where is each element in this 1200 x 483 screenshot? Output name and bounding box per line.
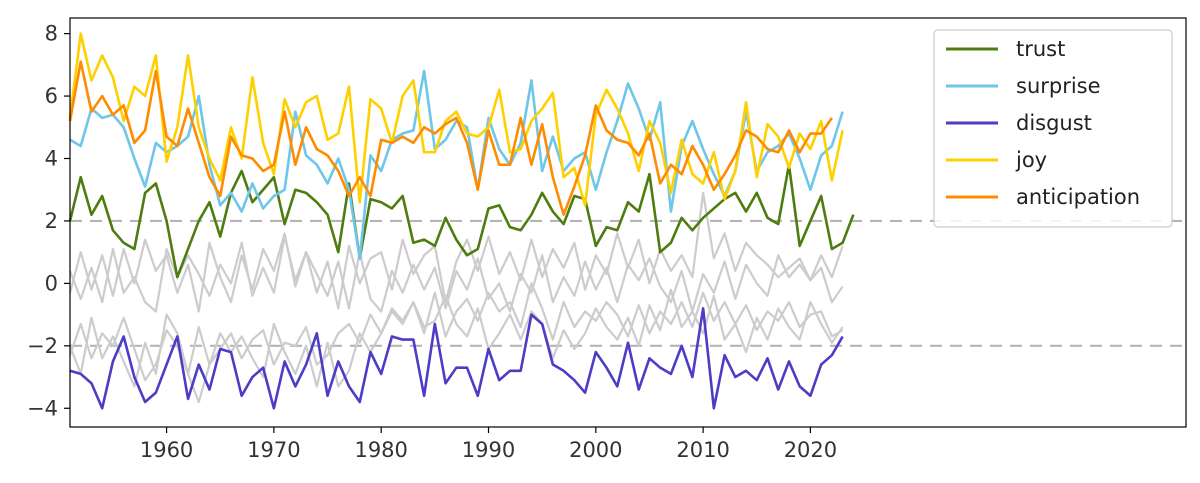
- series-lines: [68, 32, 855, 410]
- x-tick-label: 2010: [676, 438, 729, 462]
- x-tick-label: 1980: [354, 438, 407, 462]
- y-tick-label: 2: [45, 209, 58, 233]
- series-line-joy: [68, 32, 844, 207]
- x-tick-label: 1960: [140, 438, 193, 462]
- series-line-trust: [68, 163, 855, 279]
- background-series-line-8: [68, 232, 844, 313]
- axes: −4 −2 0 2 4 6 8 1960 1970 1980 1990 2000 2010 2020: [27, 22, 837, 462]
- reference-lines: [70, 219, 1186, 347]
- x-tick-label: 2000: [569, 438, 622, 462]
- plot-frame: [69, 17, 1187, 428]
- background-series-line-6: [68, 282, 844, 382]
- legend-box: [933, 29, 1173, 228]
- y-tick-label: 6: [45, 84, 58, 108]
- y-tick-label: −4: [27, 396, 58, 420]
- legend-label-anticipation: anticipation: [1016, 185, 1140, 209]
- y-tick-label: 4: [45, 146, 58, 170]
- series-line-surprise: [69, 69, 844, 260]
- x-tick-label: 2020: [784, 438, 837, 462]
- legend-label-surprise: surprise: [1016, 74, 1101, 98]
- series-line-disgust: [69, 307, 844, 410]
- x-tick-label: 1990: [462, 438, 515, 462]
- legend-label-disgust: disgust: [1016, 111, 1092, 135]
- background-series-line-7: [68, 288, 844, 404]
- y-tick-label: −2: [27, 334, 58, 358]
- background-series-line-5: [68, 191, 844, 313]
- y-tick-label: 8: [45, 22, 58, 46]
- legend-label-trust: trust: [1016, 37, 1065, 61]
- y-tick-label: 0: [45, 271, 58, 295]
- x-tick-label: 1970: [247, 438, 300, 462]
- series-line-anticipation: [68, 60, 833, 216]
- legend: trust surprise disgust joy anticipation: [933, 29, 1173, 228]
- legend-label-joy: joy: [1015, 148, 1047, 172]
